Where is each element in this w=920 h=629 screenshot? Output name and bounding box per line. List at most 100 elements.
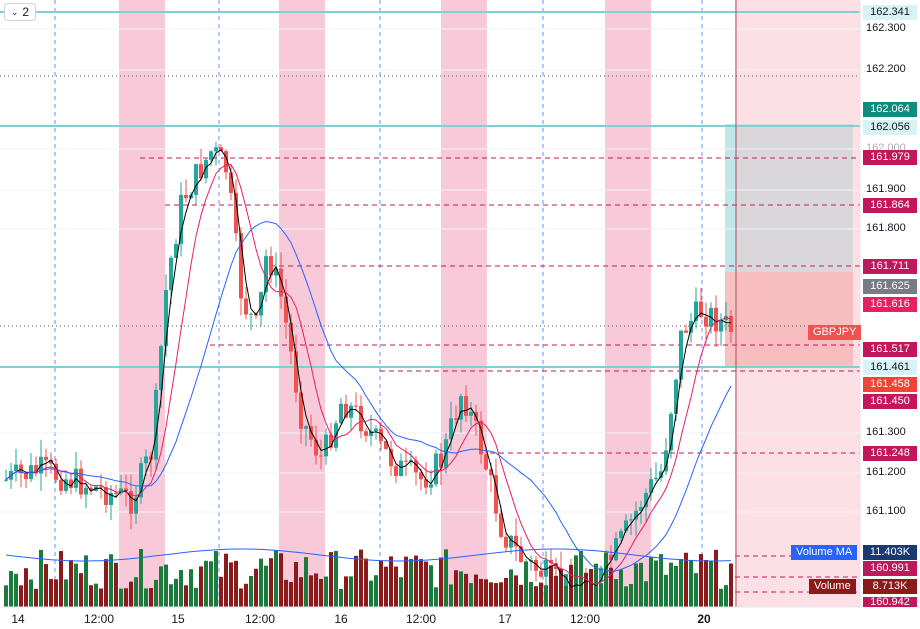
candle-body [4, 479, 8, 481]
volume-bar [619, 569, 623, 607]
volume-bar [554, 575, 558, 607]
candle-body [699, 301, 703, 318]
volume-bar [559, 568, 563, 607]
candle-body [339, 403, 343, 424]
price-tag: 161.458 [863, 377, 917, 392]
volume-bar [474, 574, 478, 607]
candle-body [214, 147, 218, 152]
interval-selector[interactable]: ⌄ 2 [4, 3, 36, 21]
volume-bar [719, 588, 723, 607]
volume-legend[interactable]: Volume [809, 579, 856, 594]
candle-body [359, 405, 363, 432]
candle-body [674, 379, 678, 414]
time-tick: 16 [334, 612, 348, 626]
candle-body [24, 473, 28, 480]
volume-bar [79, 573, 83, 607]
candle-body [19, 464, 23, 474]
volume-bar [159, 566, 163, 607]
candle-body [519, 546, 523, 562]
candle-body [284, 296, 288, 323]
candle-body [609, 554, 613, 561]
volume-bar [574, 555, 578, 607]
volume-bar [324, 576, 328, 607]
time-tick: 20 [697, 612, 711, 626]
volume-bar [564, 585, 568, 607]
volume-bar [19, 585, 23, 607]
volume-bar [209, 561, 213, 607]
volume-bar [464, 573, 468, 607]
volume-bar [709, 560, 713, 607]
volume-bar [659, 554, 663, 607]
volume-bar [139, 549, 143, 607]
candle-body [244, 298, 248, 315]
candle-body [389, 448, 393, 467]
volume-bar [99, 588, 103, 607]
volume-bar [689, 560, 693, 607]
volume-bar [499, 582, 503, 607]
volume-bar [344, 576, 348, 607]
candle-body [509, 535, 513, 548]
candle-body [179, 194, 183, 244]
candle-body [299, 392, 303, 429]
candle-body [159, 346, 163, 390]
candle-body [124, 488, 128, 492]
candle-body [549, 560, 553, 564]
candle-body [314, 439, 318, 456]
candle-body [204, 159, 208, 179]
candle-body [194, 164, 198, 195]
volume-bar [399, 577, 403, 607]
volume-bar [364, 558, 368, 607]
candle-body [324, 434, 328, 457]
symbol-label[interactable]: GBPJPY [808, 325, 862, 340]
volume-bar [59, 551, 63, 607]
volume-bar [374, 575, 378, 607]
volume-bar [29, 579, 33, 607]
candle-body [629, 519, 633, 521]
candle-body [119, 488, 123, 494]
volume-bar [384, 566, 388, 607]
volume-bar [109, 554, 113, 607]
volume-ma-legend[interactable]: Volume MA [791, 545, 858, 560]
volume-bar [679, 558, 683, 607]
volume-bar [279, 553, 283, 607]
volume-bar [254, 568, 258, 607]
candle-body [344, 403, 348, 418]
candle-body [164, 290, 168, 347]
time-axis-bg [0, 607, 920, 629]
volume-bar [724, 585, 728, 607]
price-tag-last: 162.064 [863, 102, 917, 117]
volume-bar [339, 588, 343, 607]
volume-bar [39, 549, 43, 607]
volume-bar [509, 569, 513, 607]
candle-body [459, 396, 463, 420]
candle-body [139, 463, 143, 498]
volume-bar [634, 563, 638, 607]
time-tick: 15 [171, 612, 185, 626]
candle-body [454, 418, 458, 420]
candle-body [429, 484, 433, 488]
interval-label: 2 [22, 5, 30, 19]
volume-bar [24, 568, 28, 607]
candle-body [54, 463, 58, 480]
volume-bar [379, 560, 383, 607]
candle-body [264, 256, 268, 293]
volume-bar [174, 578, 178, 607]
candle-body [309, 426, 313, 440]
candle-body [294, 351, 298, 393]
candle-body [719, 320, 723, 332]
volume-bar [529, 581, 533, 607]
volume-bar [459, 571, 463, 607]
volume-bar [674, 565, 678, 607]
volume-bar [589, 568, 593, 607]
volume-bar [369, 580, 373, 607]
candle-body [369, 431, 373, 436]
volume-bar [354, 555, 358, 607]
volume-bar [329, 552, 333, 607]
volume-bar [189, 569, 193, 607]
candle-body [484, 454, 488, 470]
candle-body [534, 559, 538, 571]
volume-bar [624, 586, 628, 607]
price-tag: 161.450 [863, 394, 917, 409]
candle-body [184, 194, 188, 199]
